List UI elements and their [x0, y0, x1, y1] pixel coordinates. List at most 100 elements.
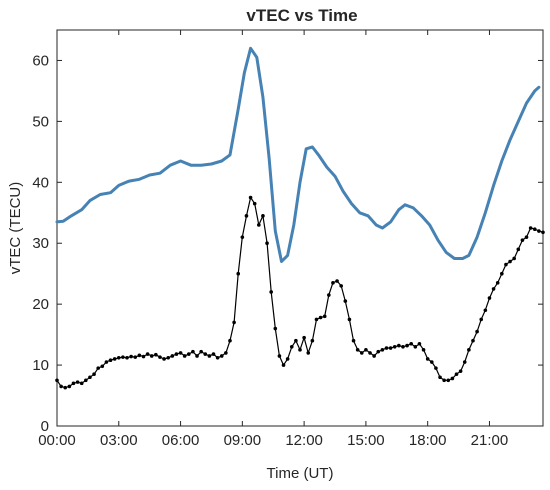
data-point — [224, 351, 228, 355]
data-point — [88, 375, 92, 380]
x-axis-label: Time (UT) — [267, 465, 334, 482]
data-point — [384, 346, 389, 350]
data-point — [174, 352, 179, 356]
data-point — [397, 343, 401, 348]
data-point — [347, 317, 352, 322]
data-point — [520, 238, 525, 242]
data-point — [261, 214, 265, 218]
data-point — [269, 290, 273, 294]
data-point — [450, 376, 455, 381]
data-point — [504, 262, 508, 267]
data-point — [203, 352, 208, 356]
y-tick-label: 0 — [41, 418, 49, 435]
data-point — [252, 201, 257, 206]
data-point — [96, 366, 100, 370]
data-point — [228, 338, 232, 343]
data-point — [425, 357, 430, 361]
data-point — [104, 360, 109, 364]
data-point — [125, 355, 129, 360]
data-point — [314, 317, 319, 322]
x-tick-label: 03:00 — [100, 432, 138, 449]
data-point — [413, 345, 418, 349]
data-point — [145, 352, 150, 356]
data-point — [59, 384, 63, 389]
series-layer — [55, 46, 545, 390]
data-point — [112, 357, 117, 361]
data-point — [376, 349, 381, 354]
data-point — [388, 346, 393, 350]
data-point — [277, 354, 282, 358]
y-axis: 0 10 20 30 40 50 60 — [32, 52, 543, 435]
data-point — [351, 338, 356, 343]
data-point — [318, 315, 323, 320]
data-point — [273, 326, 278, 331]
plot-frame — [56, 29, 544, 427]
data-point — [327, 293, 331, 297]
data-point — [55, 378, 59, 383]
data-point — [133, 355, 138, 359]
y-tick-label: 30 — [32, 235, 49, 252]
data-point — [343, 299, 348, 303]
data-point — [182, 354, 187, 358]
data-point — [166, 355, 171, 360]
data-point — [500, 271, 504, 276]
data-point — [491, 287, 496, 291]
data-point — [392, 345, 397, 349]
y-tick-label: 50 — [32, 113, 49, 130]
data-point — [257, 223, 261, 227]
data-point — [211, 352, 216, 356]
x-tick-label: 09:00 — [224, 432, 262, 449]
data-point — [63, 385, 68, 390]
data-point — [401, 345, 405, 349]
data-point — [372, 354, 376, 358]
data-point — [75, 380, 80, 384]
data-point — [137, 353, 142, 358]
data-point — [158, 355, 162, 359]
data-point — [541, 230, 545, 235]
data-point — [84, 378, 88, 383]
data-point — [306, 351, 311, 355]
data-point — [512, 256, 516, 261]
data-point — [289, 345, 294, 349]
data-point — [215, 355, 220, 360]
data-point — [409, 341, 414, 346]
data-point — [495, 281, 500, 285]
data-point — [199, 349, 203, 354]
data-point — [339, 284, 343, 288]
data-point — [149, 354, 154, 358]
data-point — [219, 354, 224, 358]
plot-area: 00:00 03:00 06:00 09:00 12:00 15:00 18:00 21:00… — [32, 29, 545, 449]
data-point — [331, 281, 335, 285]
data-point — [191, 349, 195, 354]
data-point — [236, 271, 241, 276]
data-point — [537, 229, 541, 233]
x-tick-label: 18:00 — [409, 432, 447, 449]
y-tick-label: 10 — [32, 357, 49, 374]
data-point — [434, 366, 438, 370]
data-point — [170, 354, 175, 358]
data-point — [467, 348, 471, 352]
data-point — [248, 195, 253, 200]
data-point — [302, 335, 306, 340]
data-point — [298, 348, 302, 352]
data-point — [281, 363, 286, 367]
data-point — [310, 338, 315, 343]
chart-title: vTEC vs Time — [246, 6, 357, 25]
data-point — [479, 317, 484, 322]
data-point — [471, 338, 475, 343]
data-point — [116, 355, 121, 360]
data-point — [462, 360, 467, 364]
data-point — [285, 357, 290, 361]
data-point — [524, 235, 529, 239]
data-point — [442, 378, 446, 383]
data-point — [71, 381, 76, 386]
data-point — [129, 354, 133, 359]
data-point — [79, 381, 84, 386]
data-point — [178, 351, 183, 355]
data-point — [294, 338, 298, 343]
data-point — [121, 355, 125, 359]
data-point — [186, 352, 191, 356]
data-point — [265, 241, 269, 246]
series-line-1 — [55, 46, 541, 263]
data-point — [92, 372, 96, 377]
